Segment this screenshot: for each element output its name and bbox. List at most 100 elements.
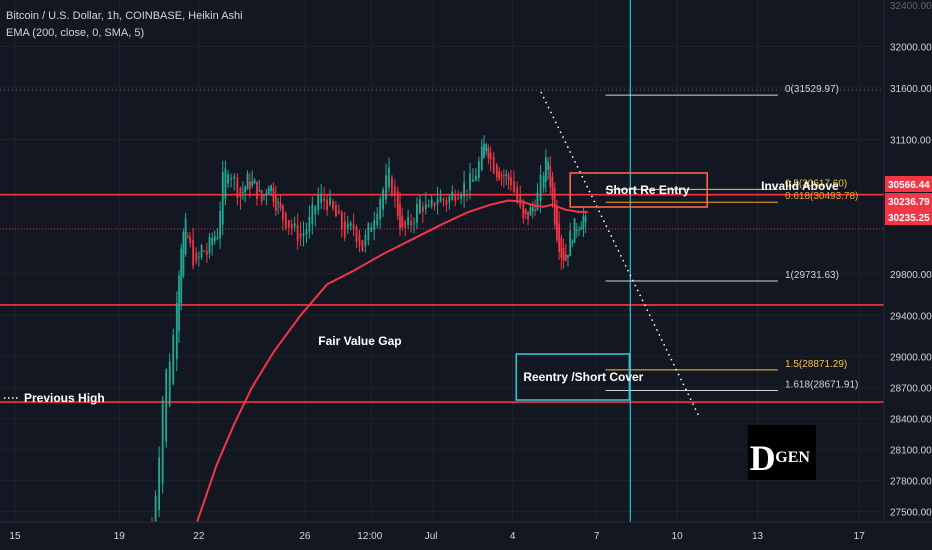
candle-body	[547, 161, 549, 170]
candle-body	[267, 187, 270, 195]
x-tick-label: Jul	[425, 531, 438, 542]
fib-level-label: 1.618(28671.91)	[785, 380, 858, 391]
candle-body	[305, 228, 308, 235]
candle-body	[326, 199, 328, 210]
candle-body	[399, 203, 401, 229]
candle-body	[184, 218, 187, 255]
candle-body	[251, 181, 254, 186]
candle-body	[487, 147, 490, 159]
short-re-entry-box	[569, 172, 708, 208]
y-tick-label: 28700.00	[890, 384, 932, 395]
candle-body	[367, 223, 370, 241]
candle-body	[165, 369, 168, 442]
candle-body	[495, 164, 498, 178]
candle-body	[253, 179, 256, 184]
candle-body	[575, 229, 578, 231]
short-re-entry-label: Short Re Entry	[606, 183, 690, 197]
candle-body	[433, 202, 436, 207]
candle-body	[463, 182, 465, 197]
candle-body	[549, 165, 552, 188]
x-tick-label: 26	[299, 531, 311, 542]
y-tick-label: 29400.00	[890, 311, 932, 322]
candle-body	[241, 192, 244, 194]
candle-body	[332, 201, 334, 209]
fair-value-gap-label: Fair Value Gap	[318, 334, 401, 348]
candle-body	[410, 220, 412, 226]
candle-body	[373, 220, 376, 230]
fib-level-label: 0(31529.97)	[785, 84, 839, 95]
candle-body	[485, 144, 488, 152]
candle-body	[454, 195, 457, 201]
candle-body	[213, 236, 216, 242]
x-tick-label: 15	[9, 531, 21, 542]
candle-body	[230, 178, 233, 180]
candle-body	[320, 193, 323, 203]
candle-body	[451, 191, 454, 200]
candle-body	[404, 221, 407, 228]
candle-body	[522, 200, 525, 218]
candle-body	[314, 206, 317, 215]
candle-body	[551, 176, 554, 200]
candle-body	[337, 210, 340, 214]
candle-body	[544, 157, 547, 182]
logo-background	[747, 425, 816, 480]
candle-body	[567, 254, 569, 258]
candle-body	[195, 253, 198, 262]
candle-body	[281, 205, 284, 220]
candle-body	[562, 247, 565, 261]
x-tick-label: 13	[752, 531, 764, 542]
logo-word: GEN	[775, 449, 810, 466]
candle-body	[349, 222, 352, 227]
x-tick-label: 12:00	[357, 531, 382, 542]
candle-body	[558, 223, 561, 253]
candle-body	[205, 251, 208, 255]
candle-body	[186, 236, 189, 238]
candle-body	[265, 192, 268, 196]
fib-level-label: 1.5(28871.29)	[785, 359, 847, 370]
candle-body	[500, 175, 503, 177]
candle-body	[219, 211, 222, 239]
candle-body	[516, 186, 519, 202]
reentry-short-cover-label: Reentry /Short Cover	[523, 370, 643, 384]
y-tick-label: 31600.00	[890, 84, 932, 95]
candle-body	[175, 302, 178, 360]
candle-body	[534, 209, 537, 211]
candle-body	[221, 172, 224, 225]
indicator-title: EMA (200, close, 0, SMA, 5)	[6, 27, 145, 39]
candle-body	[211, 237, 214, 246]
candle-body	[302, 233, 305, 236]
candle-body	[413, 222, 415, 224]
candle-body	[279, 202, 282, 208]
candle-body	[480, 146, 483, 170]
candle-body	[248, 181, 251, 190]
candle-body	[536, 192, 539, 210]
y-tick-label: 32000.00	[890, 43, 932, 54]
candle-body	[469, 173, 471, 191]
candle-body	[154, 495, 157, 525]
candle-body	[323, 198, 326, 201]
candle-body	[448, 196, 451, 203]
candle-body	[263, 194, 265, 196]
candle-body	[524, 209, 527, 215]
candle-body	[340, 212, 343, 230]
candle-body	[539, 174, 542, 202]
candle-body	[290, 223, 293, 229]
candle-body	[427, 205, 430, 207]
candle-body	[274, 195, 277, 211]
price-tag-label: 30566.44	[888, 180, 930, 191]
candle-body	[419, 199, 421, 214]
candle-body	[439, 195, 442, 202]
candle-body	[376, 213, 379, 226]
price-tag-label: 30236.79	[888, 197, 930, 208]
candle-body	[542, 175, 545, 189]
candle-body	[391, 177, 393, 196]
candle-body	[505, 174, 508, 176]
candle-body	[168, 361, 171, 406]
x-tick-label: 4	[510, 531, 516, 542]
candle-body	[529, 207, 532, 216]
candle-body	[293, 223, 296, 227]
candle-body	[424, 203, 427, 210]
price-axis-background	[884, 0, 932, 550]
